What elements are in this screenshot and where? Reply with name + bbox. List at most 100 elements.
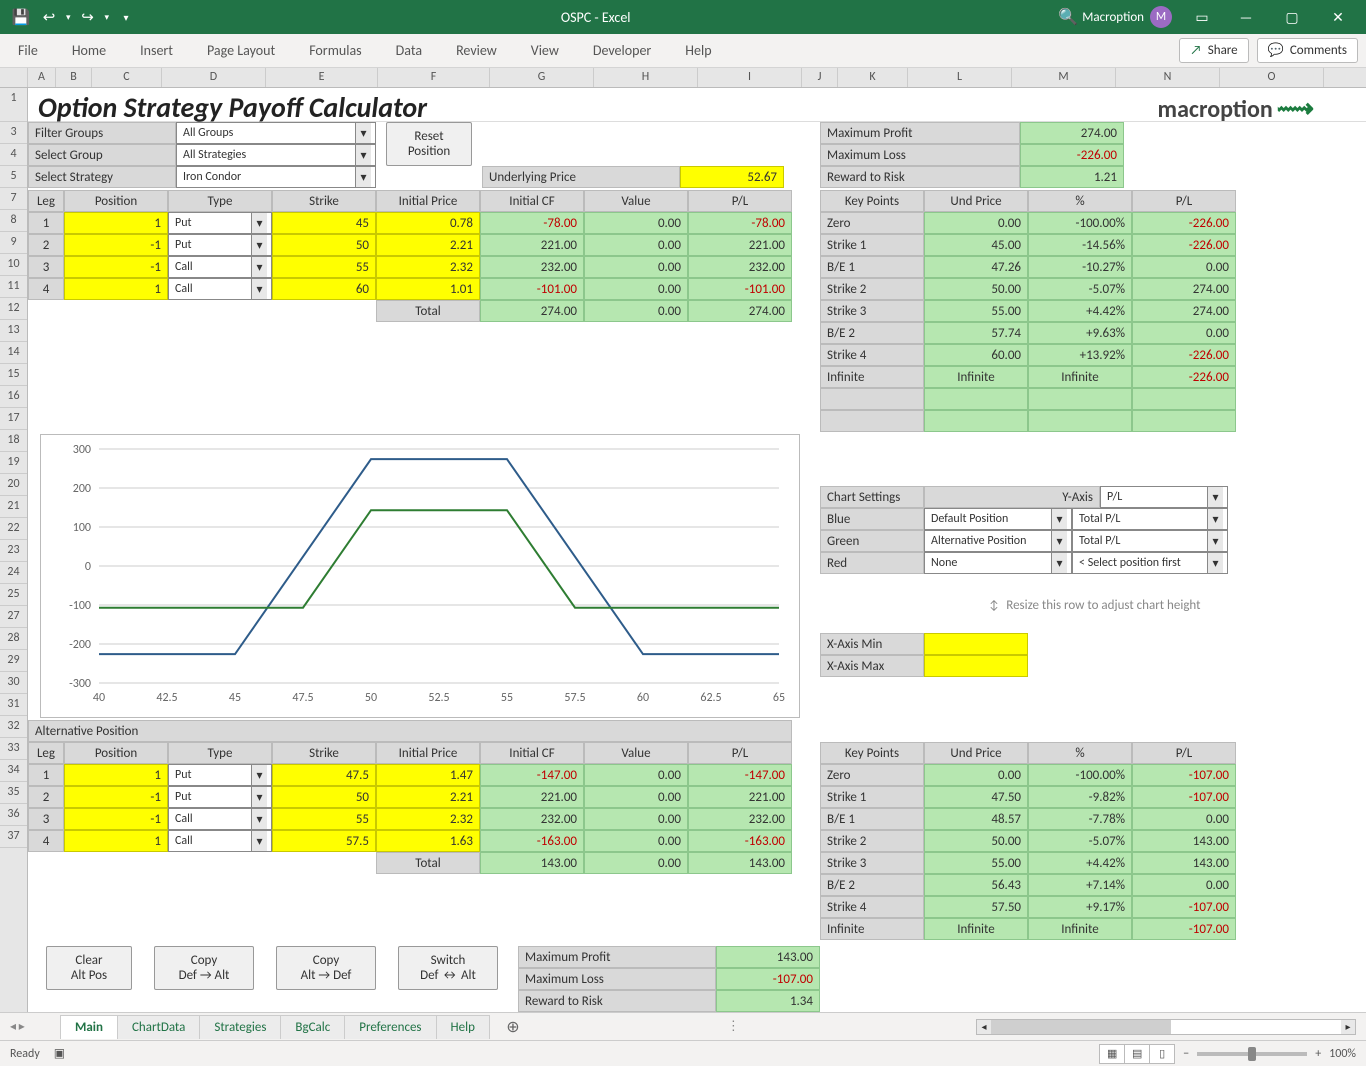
leg-type-dropdown[interactable]: Put▾ <box>168 764 272 786</box>
green-val-dropdown[interactable]: Total P/L▾ <box>1072 530 1228 552</box>
leg-iprice[interactable]: 2.32 <box>376 808 480 830</box>
leg-pos[interactable]: 1 <box>64 278 168 300</box>
search-icon[interactable]: 🔍 <box>1054 3 1082 31</box>
minimize-icon[interactable]: — <box>1224 0 1268 34</box>
leg-num: 1 <box>28 212 64 234</box>
ribbon-tab-developer[interactable]: Developer <box>583 36 661 65</box>
ribbon-tab-help[interactable]: Help <box>675 36 721 65</box>
leg-pos[interactable]: -1 <box>64 808 168 830</box>
leg-pos[interactable]: -1 <box>64 234 168 256</box>
sheet-tab-help[interactable]: Help <box>436 1015 490 1039</box>
xaxis-max-input[interactable] <box>924 655 1028 677</box>
blue-label: Blue <box>820 508 924 530</box>
svg-text:50: 50 <box>365 691 377 705</box>
leg-pos[interactable]: 1 <box>64 830 168 852</box>
xaxis-min-input[interactable] <box>924 633 1028 655</box>
kp-pl: -107.00 <box>1132 764 1236 786</box>
sheet-tab-bgcalc[interactable]: BgCalc <box>280 1015 345 1039</box>
zoom-slider[interactable] <box>1197 1052 1307 1056</box>
leg-strike[interactable]: 55 <box>272 808 376 830</box>
leg-type-dropdown[interactable]: Put▾ <box>168 234 272 256</box>
kp-name: Strike 1 <box>820 234 924 256</box>
clear-altpos-button[interactable]: Clear Alt Pos <box>46 946 132 990</box>
redo-icon[interactable]: ↪ <box>77 6 99 28</box>
ribbon-tab-insert[interactable]: Insert <box>130 36 183 65</box>
leg-strike[interactable]: 60 <box>272 278 376 300</box>
leg-val: 0.00 <box>584 808 688 830</box>
ribbon-tab-pagelayout[interactable]: Page Layout <box>197 36 285 65</box>
leg-pos[interactable]: -1 <box>64 256 168 278</box>
red-val-dropdown[interactable]: < Select position first▾ <box>1072 552 1228 574</box>
leg-iprice[interactable]: 0.78 <box>376 212 480 234</box>
qat-customize-icon[interactable]: ▾ <box>115 6 137 28</box>
ribbon-tab-home[interactable]: Home <box>62 36 116 65</box>
share-button[interactable]: ↗Share <box>1179 38 1248 63</box>
blue-val-dropdown[interactable]: Total P/L▾ <box>1072 508 1228 530</box>
leg-strike[interactable]: 50 <box>272 234 376 256</box>
svg-text:40: 40 <box>93 691 105 705</box>
leg-pos[interactable]: 1 <box>64 764 168 786</box>
leg-type-dropdown[interactable]: Put▾ <box>168 786 272 808</box>
ribbon-tab-formulas[interactable]: Formulas <box>299 36 371 65</box>
leg-iprice[interactable]: 1.63 <box>376 830 480 852</box>
view-buttons[interactable]: ▦▤▯ <box>1100 1044 1175 1064</box>
sheet-tab-chartdata[interactable]: ChartData <box>117 1015 200 1039</box>
kp-pl: 143.00 <box>1132 830 1236 852</box>
user-label[interactable]: Macroption M <box>1082 6 1172 28</box>
leg-type-dropdown[interactable]: Call▾ <box>168 808 272 830</box>
switch-button[interactable]: Switch Def ↔ Alt <box>398 946 498 990</box>
leg-iprice[interactable]: 2.32 <box>376 256 480 278</box>
ribbon-tab-view[interactable]: View <box>521 36 569 65</box>
ribbon-tab-file[interactable]: File <box>8 36 48 65</box>
alt-pos-heading: Alternative Position <box>28 720 792 742</box>
select-strategy-dropdown[interactable]: Iron Condor▾ <box>176 166 376 188</box>
comments-button[interactable]: 💬Comments <box>1257 38 1358 63</box>
total-val: 0.00 <box>584 852 688 874</box>
save-icon[interactable]: 💾 <box>10 6 32 28</box>
leg-strike[interactable]: 45 <box>272 212 376 234</box>
kp-price: 47.26 <box>924 256 1028 278</box>
macro-record-icon[interactable]: ▣ <box>54 1046 65 1061</box>
ribbon-tab-data[interactable]: Data <box>386 36 432 65</box>
blue-pos-dropdown[interactable]: Default Position▾ <box>924 508 1072 530</box>
kp-pl: -107.00 <box>1132 918 1236 940</box>
sheet-tab-preferences[interactable]: Preferences <box>344 1015 436 1039</box>
sheet-tab-main[interactable]: Main <box>60 1015 118 1039</box>
leg-iprice[interactable]: 1.47 <box>376 764 480 786</box>
leg-type-dropdown[interactable]: Put▾ <box>168 212 272 234</box>
kp-pl: -107.00 <box>1132 896 1236 918</box>
copy-def-alt-button[interactable]: Copy Def → Alt <box>154 946 254 990</box>
leg-pl: -101.00 <box>688 278 792 300</box>
zoom-in-icon[interactable]: + <box>1315 1047 1321 1061</box>
leg-iprice[interactable]: 2.21 <box>376 786 480 808</box>
leg-strike[interactable]: 57.5 <box>272 830 376 852</box>
leg-strike[interactable]: 50 <box>272 786 376 808</box>
underlying-value[interactable]: 52.67 <box>680 166 784 188</box>
select-group-dropdown[interactable]: All Strategies▾ <box>176 144 376 166</box>
maximize-icon[interactable]: ▢ <box>1270 0 1314 34</box>
leg-pos[interactable]: -1 <box>64 786 168 808</box>
kp-pl: -107.00 <box>1132 786 1236 808</box>
leg-strike[interactable]: 47.5 <box>272 764 376 786</box>
ribbon-mode-icon[interactable]: ▭ <box>1180 0 1224 34</box>
red-pos-dropdown[interactable]: None▾ <box>924 552 1072 574</box>
leg-iprice[interactable]: 2.21 <box>376 234 480 256</box>
yaxis-dropdown[interactable]: P/L▾ <box>1100 486 1228 508</box>
leg-type-dropdown[interactable]: Call▾ <box>168 278 272 300</box>
sheet-tab-strategies[interactable]: Strategies <box>199 1015 281 1039</box>
leg-type-dropdown[interactable]: Call▾ <box>168 256 272 278</box>
zoom-out-icon[interactable]: − <box>1183 1047 1189 1061</box>
kp-price: 0.00 <box>924 212 1028 234</box>
leg-iprice[interactable]: 1.01 <box>376 278 480 300</box>
kp-name: B/E 1 <box>820 808 924 830</box>
leg-type-dropdown[interactable]: Call▾ <box>168 830 272 852</box>
leg-pos[interactable]: 1 <box>64 212 168 234</box>
horizontal-scrollbar[interactable]: ◂ ▸ <box>976 1019 1356 1035</box>
copy-alt-def-button[interactable]: Copy Alt → Def <box>276 946 376 990</box>
undo-icon[interactable]: ↩ <box>38 6 60 28</box>
green-pos-dropdown[interactable]: Alternative Position▾ <box>924 530 1072 552</box>
ribbon-tab-review[interactable]: Review <box>446 36 507 65</box>
close-icon[interactable]: ✕ <box>1316 0 1360 34</box>
add-sheet-icon[interactable]: ⊕ <box>499 1017 527 1037</box>
leg-strike[interactable]: 55 <box>272 256 376 278</box>
